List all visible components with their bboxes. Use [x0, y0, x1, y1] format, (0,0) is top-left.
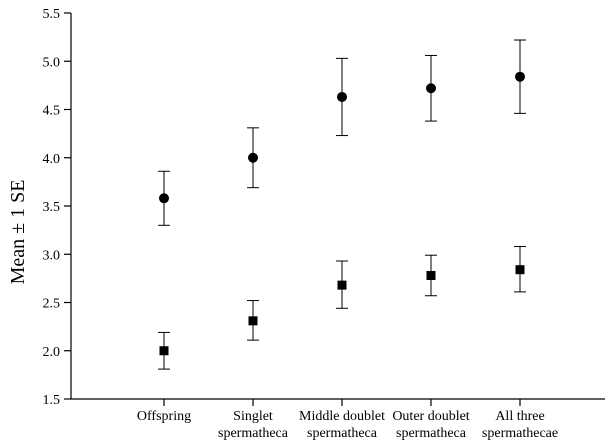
- series-square: [158, 246, 526, 370]
- x-tick-label: Offspring: [137, 409, 191, 424]
- y-tick-label: 4.5: [43, 104, 61, 119]
- data-point: [337, 280, 347, 290]
- x-tick-label: Outer doublet spermatheca: [392, 409, 469, 441]
- y-tick-label: 3.5: [43, 200, 61, 215]
- y-tick-label: 5.0: [43, 55, 61, 70]
- y-tick-label: 1.5: [43, 393, 61, 408]
- data-point: [159, 193, 169, 204]
- x-axis-ticks: Offspring Singlet spermatheca Middle double…: [137, 399, 558, 441]
- data-point: [337, 91, 347, 102]
- x-tick-label: Singlet spermatheca: [218, 409, 289, 441]
- data-point: [248, 152, 258, 163]
- data-series: [158, 39, 526, 370]
- x-tick-label: All three spermathecae: [482, 409, 558, 441]
- data-point: [248, 316, 258, 326]
- axes: [70, 13, 605, 400]
- y-tick-label: 3.0: [43, 248, 61, 263]
- y-tick-label: 5.5: [43, 7, 61, 22]
- data-point: [515, 71, 525, 82]
- y-axis-title: Mean ± 1 SE: [7, 180, 29, 285]
- data-point: [426, 83, 436, 94]
- y-tick-label: 4.0: [43, 152, 61, 167]
- data-point: [426, 270, 436, 280]
- y-axis-ticks: 1.5 2.0 2.5 3.0 3.5 4.0 4.5 5.0 5.5: [43, 7, 71, 408]
- data-point: [515, 265, 525, 275]
- series-circle: [158, 39, 526, 226]
- y-tick-label: 2.0: [43, 345, 61, 360]
- data-point: [159, 346, 169, 356]
- y-tick-label: 2.5: [43, 297, 61, 312]
- axis-frame: [70, 13, 605, 400]
- x-tick-label: Middle doublet spermatheca: [299, 409, 385, 441]
